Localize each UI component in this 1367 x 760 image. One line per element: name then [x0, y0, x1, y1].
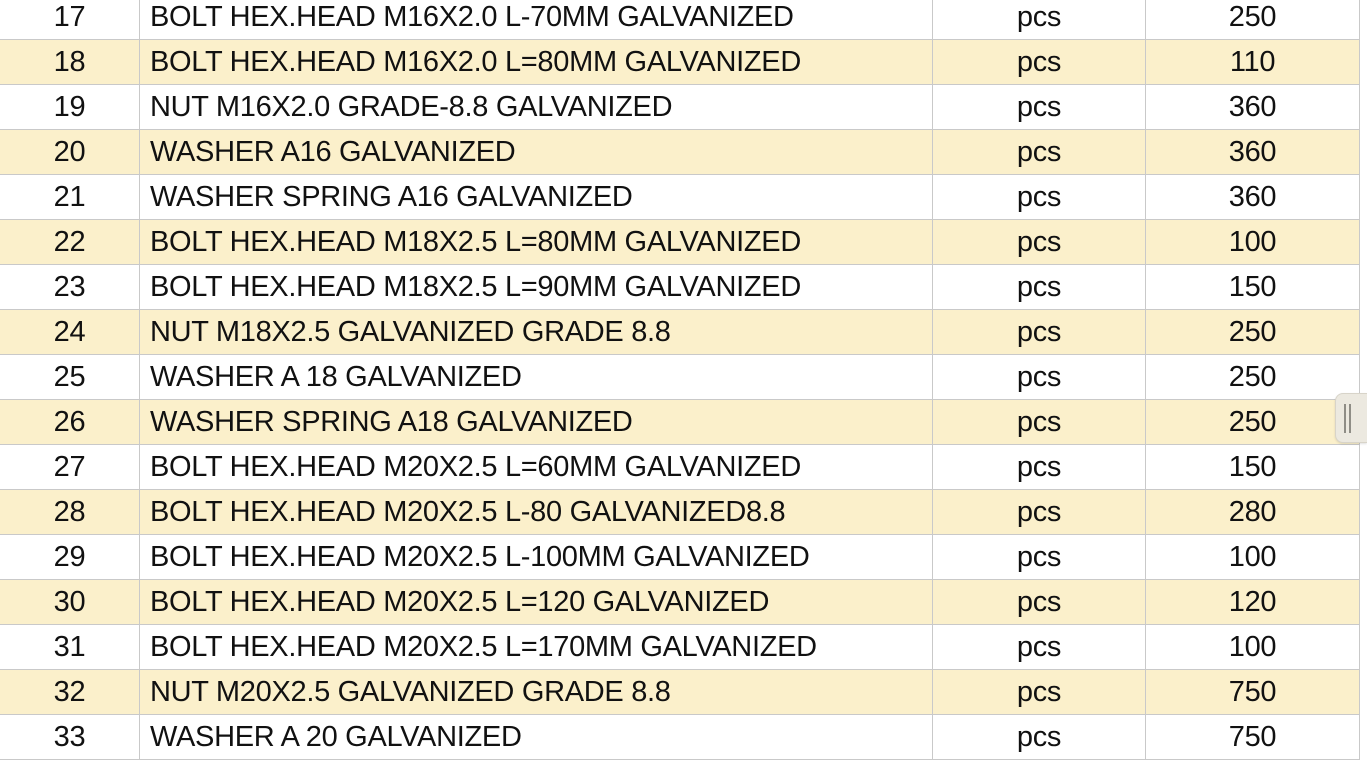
- table-row[interactable]: 29 BOLT HEX.HEAD M20X2.5 L-100MM GALVANI…: [0, 535, 1360, 580]
- description-cell[interactable]: WASHER A16 GALVANIZED: [140, 130, 933, 174]
- description-cell[interactable]: BOLT HEX.HEAD M20X2.5 L=60MM GALVANIZED: [140, 445, 933, 489]
- row-number-cell[interactable]: 19: [0, 85, 140, 129]
- table-row[interactable]: 31 BOLT HEX.HEAD M20X2.5 L=170MM GALVANI…: [0, 625, 1360, 670]
- quantity-cell[interactable]: 250: [1146, 355, 1360, 399]
- row-number-cell[interactable]: 26: [0, 400, 140, 444]
- unit-cell[interactable]: pcs: [933, 490, 1146, 534]
- quantity-cell[interactable]: 150: [1146, 445, 1360, 489]
- quantity-cell[interactable]: 100: [1146, 220, 1360, 264]
- quantity-cell[interactable]: 250: [1146, 400, 1360, 444]
- description-cell[interactable]: BOLT HEX.HEAD M18X2.5 L=80MM GALVANIZED: [140, 220, 933, 264]
- unit-cell[interactable]: pcs: [933, 175, 1146, 219]
- description-cell[interactable]: BOLT HEX.HEAD M20X2.5 L-100MM GALVANIZED: [140, 535, 933, 579]
- table-row[interactable]: 27 BOLT HEX.HEAD M20X2.5 L=60MM GALVANIZ…: [0, 445, 1360, 490]
- quantity-cell[interactable]: 750: [1146, 715, 1360, 759]
- row-number-cell[interactable]: 29: [0, 535, 140, 579]
- description-cell[interactable]: BOLT HEX.HEAD M20X2.5 L=120 GALVANIZED: [140, 580, 933, 624]
- table-row[interactable]: 23 BOLT HEX.HEAD M18X2.5 L=90MM GALVANIZ…: [0, 265, 1360, 310]
- description-cell[interactable]: NUT M16X2.0 GRADE-8.8 GALVANIZED: [140, 85, 933, 129]
- unit-cell[interactable]: pcs: [933, 715, 1146, 759]
- description-cell[interactable]: BOLT HEX.HEAD M18X2.5 L=90MM GALVANIZED: [140, 265, 933, 309]
- drag-grip-icon: [1349, 404, 1351, 433]
- row-number-cell[interactable]: 25: [0, 355, 140, 399]
- quantity-cell[interactable]: 250: [1146, 0, 1360, 39]
- row-number-cell[interactable]: 32: [0, 670, 140, 714]
- row-number-cell[interactable]: 23: [0, 265, 140, 309]
- description-cell[interactable]: NUT M20X2.5 GALVANIZED GRADE 8.8: [140, 670, 933, 714]
- unit-cell[interactable]: pcs: [933, 670, 1146, 714]
- row-number-cell[interactable]: 20: [0, 130, 140, 174]
- quantity-cell[interactable]: 100: [1146, 625, 1360, 669]
- description-cell[interactable]: BOLT HEX.HEAD M16X2.0 L=80MM GALVANIZED: [140, 40, 933, 84]
- row-number-cell[interactable]: 24: [0, 310, 140, 354]
- quantity-cell[interactable]: 360: [1146, 130, 1360, 174]
- drag-grip-icon: [1344, 404, 1346, 433]
- table-row[interactable]: 18 BOLT HEX.HEAD M16X2.0 L=80MM GALVANIZ…: [0, 40, 1360, 85]
- unit-cell[interactable]: pcs: [933, 355, 1146, 399]
- row-number-cell[interactable]: 18: [0, 40, 140, 84]
- unit-cell[interactable]: pcs: [933, 220, 1146, 264]
- unit-cell[interactable]: pcs: [933, 400, 1146, 444]
- quantity-cell[interactable]: 150: [1146, 265, 1360, 309]
- unit-cell[interactable]: pcs: [933, 265, 1146, 309]
- description-cell[interactable]: BOLT HEX.HEAD M16X2.0 L-70MM GALVANIZED: [140, 0, 933, 39]
- description-cell[interactable]: WASHER A 20 GALVANIZED: [140, 715, 933, 759]
- table-row[interactable]: 24 NUT M18X2.5 GALVANIZED GRADE 8.8 pcs …: [0, 310, 1360, 355]
- description-cell[interactable]: BOLT HEX.HEAD M20X2.5 L-80 GALVANIZED8.8: [140, 490, 933, 534]
- description-cell[interactable]: NUT M18X2.5 GALVANIZED GRADE 8.8: [140, 310, 933, 354]
- quantity-cell[interactable]: 110: [1146, 40, 1360, 84]
- quantity-cell[interactable]: 120: [1146, 580, 1360, 624]
- description-cell[interactable]: WASHER SPRING A18 GALVANIZED: [140, 400, 933, 444]
- description-cell[interactable]: BOLT HEX.HEAD M20X2.5 L=170MM GALVANIZED: [140, 625, 933, 669]
- table-row[interactable]: 26 WASHER SPRING A18 GALVANIZED pcs 250: [0, 400, 1360, 445]
- unit-cell[interactable]: pcs: [933, 580, 1146, 624]
- table-row[interactable]: 28 BOLT HEX.HEAD M20X2.5 L-80 GALVANIZED…: [0, 490, 1360, 535]
- table-row[interactable]: 20 WASHER A16 GALVANIZED pcs 360: [0, 130, 1360, 175]
- row-number-cell[interactable]: 30: [0, 580, 140, 624]
- unit-cell[interactable]: pcs: [933, 535, 1146, 579]
- unit-cell[interactable]: pcs: [933, 85, 1146, 129]
- row-number-cell[interactable]: 27: [0, 445, 140, 489]
- table-row[interactable]: 17 BOLT HEX.HEAD M16X2.0 L-70MM GALVANIZ…: [0, 0, 1360, 40]
- unit-cell[interactable]: pcs: [933, 0, 1146, 39]
- scrollbar-handle[interactable]: [1335, 393, 1367, 443]
- table-row[interactable]: 19 NUT M16X2.0 GRADE-8.8 GALVANIZED pcs …: [0, 85, 1360, 130]
- description-cell[interactable]: WASHER A 18 GALVANIZED: [140, 355, 933, 399]
- row-number-cell[interactable]: 17: [0, 0, 140, 39]
- table-row[interactable]: 22 BOLT HEX.HEAD M18X2.5 L=80MM GALVANIZ…: [0, 220, 1360, 265]
- quantity-cell[interactable]: 750: [1146, 670, 1360, 714]
- row-number-cell[interactable]: 33: [0, 715, 140, 759]
- unit-cell[interactable]: pcs: [933, 310, 1146, 354]
- table-row[interactable]: 25 WASHER A 18 GALVANIZED pcs 250: [0, 355, 1360, 400]
- row-number-cell[interactable]: 31: [0, 625, 140, 669]
- quantity-cell[interactable]: 250: [1146, 310, 1360, 354]
- row-number-cell[interactable]: 21: [0, 175, 140, 219]
- row-number-cell[interactable]: 28: [0, 490, 140, 534]
- description-cell[interactable]: WASHER SPRING A16 GALVANIZED: [140, 175, 933, 219]
- row-number-cell[interactable]: 22: [0, 220, 140, 264]
- quantity-cell[interactable]: 280: [1146, 490, 1360, 534]
- unit-cell[interactable]: pcs: [933, 40, 1146, 84]
- table-row[interactable]: 30 BOLT HEX.HEAD M20X2.5 L=120 GALVANIZE…: [0, 580, 1360, 625]
- quantity-cell[interactable]: 360: [1146, 85, 1360, 129]
- unit-cell[interactable]: pcs: [933, 130, 1146, 174]
- quantity-cell[interactable]: 100: [1146, 535, 1360, 579]
- table-row[interactable]: 33 WASHER A 20 GALVANIZED pcs 750: [0, 715, 1360, 760]
- unit-cell[interactable]: pcs: [933, 625, 1146, 669]
- quantity-cell[interactable]: 360: [1146, 175, 1360, 219]
- unit-cell[interactable]: pcs: [933, 445, 1146, 489]
- table-row[interactable]: 21 WASHER SPRING A16 GALVANIZED pcs 360: [0, 175, 1360, 220]
- table-row[interactable]: 32 NUT M20X2.5 GALVANIZED GRADE 8.8 pcs …: [0, 670, 1360, 715]
